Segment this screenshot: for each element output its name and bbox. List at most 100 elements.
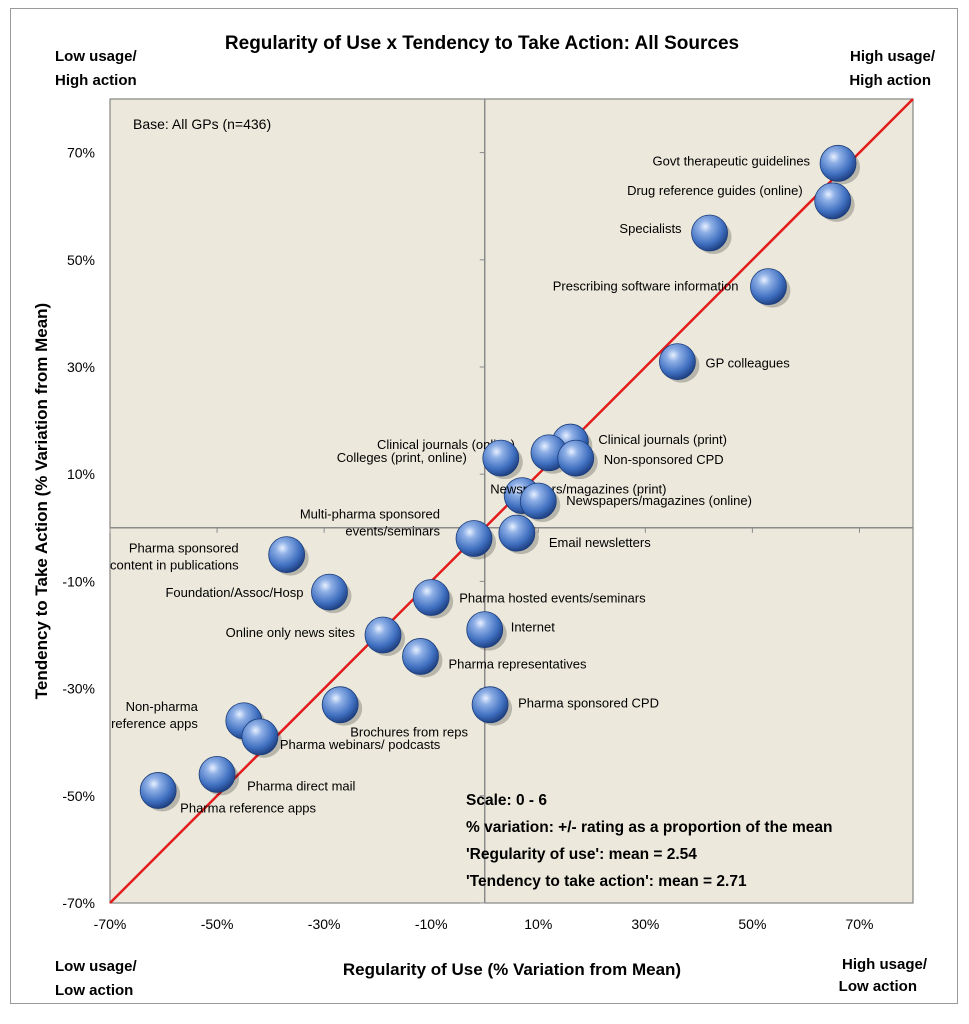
x-axis-label: Regularity of Use (% Variation from Mean… bbox=[343, 960, 681, 979]
point-label: Clinical journals (print) bbox=[598, 432, 727, 447]
data-point: Non-sponsored CPD bbox=[557, 439, 724, 480]
point-label: Pharma reference apps bbox=[180, 800, 316, 815]
point-marker bbox=[557, 439, 595, 477]
point-label: Multi-pharma sponsored bbox=[300, 507, 440, 522]
note-variation: % variation: +/- rating as a proportion … bbox=[466, 819, 832, 836]
note-regularity-mean: 'Regularity of use': mean = 2.54 bbox=[466, 846, 697, 863]
chart-title: Regularity of Use x Tendency to Take Act… bbox=[225, 33, 739, 54]
point-marker bbox=[412, 579, 450, 616]
data-point: Prescribing software information bbox=[553, 268, 791, 308]
y-tick-label: 30% bbox=[67, 359, 95, 375]
point-label: Newspapers/magazines (online) bbox=[566, 493, 752, 508]
point-label: Govt therapeutic guidelines bbox=[653, 153, 811, 168]
base-note: Base: All GPs (n=436) bbox=[133, 116, 271, 132]
point-marker bbox=[814, 182, 852, 220]
data-point: Brochures from reps bbox=[321, 686, 468, 740]
data-point: Pharma sponsored CPD bbox=[471, 686, 659, 726]
point-label: Prescribing software information bbox=[553, 279, 739, 294]
data-point: Pharma direct mail bbox=[198, 755, 356, 796]
point-marker bbox=[321, 686, 359, 724]
point-label: Pharma webinars/ podcasts bbox=[280, 737, 441, 752]
point-label: Online only news sites bbox=[226, 625, 356, 640]
quadrant-label-bottom-right-line1: High usage/ bbox=[842, 956, 928, 973]
data-point: Online only news sites bbox=[226, 616, 406, 656]
point-label: Pharma sponsored bbox=[129, 541, 239, 556]
point-label: Pharma sponsored CPD bbox=[518, 696, 659, 711]
data-points: Govt therapeutic guidelines Drug referenc… bbox=[110, 144, 861, 815]
point-label: Drug reference guides (online) bbox=[627, 183, 803, 198]
point-marker bbox=[198, 755, 236, 793]
data-point: GP colleagues bbox=[659, 343, 790, 383]
quadrant-label-bottom-right-line2: Low action bbox=[839, 978, 917, 995]
point-marker bbox=[455, 520, 493, 557]
note-action-mean: 'Tendency to take action': mean = 2.71 bbox=[466, 873, 747, 890]
chart-frame: Regularity of Use x Tendency to Take Act… bbox=[10, 8, 958, 1004]
point-label: Colleges (print, online) bbox=[337, 450, 467, 465]
quadrant-label-top-left-line1: Low usage/ bbox=[55, 48, 138, 65]
quadrant-label-top-right-line1: High usage/ bbox=[850, 48, 936, 65]
point-marker bbox=[471, 686, 509, 724]
point-marker bbox=[819, 144, 857, 182]
note-scale: Scale: 0 - 6 bbox=[466, 792, 547, 809]
point-marker bbox=[750, 268, 787, 306]
point-label: Internet bbox=[511, 620, 555, 635]
point-label: Foundation/Assoc/Hosp bbox=[165, 585, 303, 600]
data-point: Pharma representatives bbox=[402, 638, 587, 678]
quadrant-label-top-right-line2: High action bbox=[849, 72, 931, 89]
point-label: Pharma representatives bbox=[448, 656, 587, 671]
point-marker bbox=[482, 439, 520, 477]
quadrant-label-top-left-line2: High action bbox=[55, 72, 137, 89]
point-label: Non-sponsored CPD bbox=[604, 452, 724, 467]
y-tick-label: -70% bbox=[62, 895, 95, 911]
point-label: Clinical journals (online) bbox=[377, 437, 515, 452]
point-marker bbox=[519, 482, 557, 520]
data-point: Colleges (print, online) bbox=[337, 439, 523, 480]
point-marker bbox=[268, 536, 306, 573]
y-tick-label: -10% bbox=[62, 573, 95, 589]
y-tick-label: 10% bbox=[67, 466, 95, 482]
x-tick-label: -50% bbox=[201, 916, 234, 932]
scatter-chart: Regularity of Use x Tendency to Take Act… bbox=[32, 33, 936, 999]
data-point: Pharma hosted events/seminars bbox=[412, 579, 646, 619]
y-tick-label: 70% bbox=[67, 145, 95, 161]
y-tick-label: 50% bbox=[67, 252, 95, 268]
y-tick-label: -50% bbox=[62, 788, 95, 804]
point-label: Email newsletters bbox=[549, 535, 651, 550]
x-tick-label: 30% bbox=[631, 916, 659, 932]
point-label: Non-pharma bbox=[126, 699, 199, 714]
point-marker bbox=[241, 718, 279, 756]
point-label: Pharma direct mail bbox=[247, 778, 355, 793]
point-marker bbox=[498, 514, 536, 552]
point-marker bbox=[402, 638, 439, 675]
data-point: Drug reference guides (online) bbox=[627, 182, 855, 222]
point-label: content in publications bbox=[110, 558, 239, 573]
data-point: Newspapers/magazines (online) bbox=[519, 482, 752, 522]
data-point: Govt therapeutic guidelines bbox=[653, 144, 861, 185]
x-tick-label: 70% bbox=[845, 916, 873, 932]
point-label: events/seminars bbox=[345, 524, 440, 539]
point-marker bbox=[691, 214, 728, 252]
point-label: GP colleagues bbox=[705, 356, 790, 371]
data-point: Pharma sponsored content in publications bbox=[110, 536, 309, 576]
data-point: Pharma reference apps bbox=[139, 772, 317, 815]
point-label: Pharma hosted events/seminars bbox=[459, 590, 646, 605]
data-point: Multi-pharma sponsored events/seminars bbox=[300, 507, 497, 560]
x-tick-label: -10% bbox=[415, 916, 448, 932]
quadrant-label-bottom-left-line2: Low action bbox=[55, 982, 133, 999]
x-tick-label: -30% bbox=[308, 916, 341, 932]
point-label: reference apps bbox=[111, 716, 198, 731]
data-point: Foundation/Assoc/Hosp bbox=[165, 573, 352, 614]
y-tick-label: -30% bbox=[62, 681, 95, 697]
point-marker bbox=[139, 772, 177, 809]
point-label: Brochures from reps bbox=[350, 725, 468, 740]
point-label: Specialists bbox=[619, 221, 682, 236]
data-point: Pharma webinars/ podcasts bbox=[241, 718, 441, 758]
x-tick-label: 50% bbox=[738, 916, 766, 932]
data-point: Internet bbox=[466, 611, 555, 651]
data-point: Email newsletters bbox=[498, 514, 651, 555]
point-marker bbox=[659, 343, 696, 381]
x-tick-label: -70% bbox=[94, 916, 127, 932]
point-marker bbox=[466, 611, 504, 649]
axis-ticks: -70% -50% -30% -10% 10% 30% 50% 70% -70% -50% -30%… bbox=[62, 145, 873, 932]
y-axis-label: Tendency to Take Action (% Variation fro… bbox=[32, 303, 51, 699]
